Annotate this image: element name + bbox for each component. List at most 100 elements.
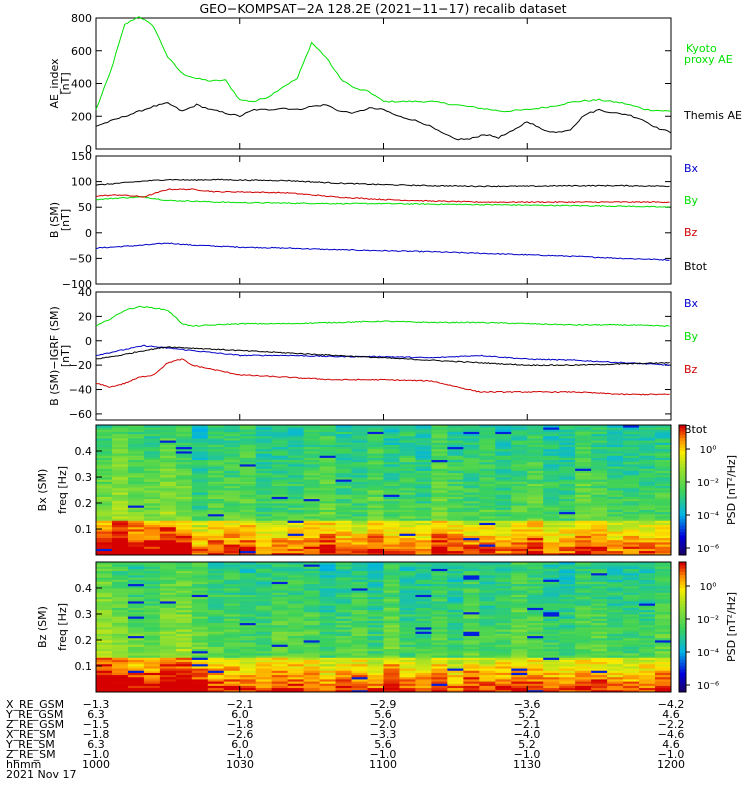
- spectrogram-cell: [415, 570, 432, 574]
- spectrogram-cell: [399, 470, 416, 474]
- spectrogram-cell: [575, 579, 592, 582]
- spectrogram-cell: [111, 461, 129, 465]
- spectrogram-cell: [191, 568, 209, 572]
- spectrogram-cell: [591, 646, 608, 650]
- spectrogram-cell: [639, 575, 656, 578]
- spectrogram-cell: [463, 624, 480, 628]
- spectrogram-cell: [303, 663, 321, 667]
- spectrogram-cell: [543, 544, 560, 547]
- spectrogram-cell: [143, 633, 161, 637]
- spectrogram-cell: [175, 620, 193, 624]
- spectrogram-cell: [383, 535, 400, 539]
- y-axis-label: Bz (SM): [36, 606, 49, 648]
- spectrogram-cell: [655, 487, 672, 491]
- spectrogram-cell: [607, 492, 624, 495]
- spectrogram-cell: [223, 520, 241, 523]
- spectrogram-cell: [191, 635, 209, 639]
- spectrogram-cell: [239, 609, 257, 613]
- spectrogram-cell: [255, 448, 273, 452]
- spectrogram-cell: [175, 648, 193, 652]
- spectrogram-cell: [239, 511, 257, 515]
- spectrogram-cell: [415, 511, 432, 515]
- spectrogram-cell: [447, 598, 464, 602]
- spectrogram-cell: [463, 498, 480, 502]
- spectrogram-cell: [623, 550, 640, 554]
- spectrogram-cell: [271, 581, 289, 585]
- spectrogram-cell: [479, 472, 496, 476]
- spectrogram-cell: [271, 562, 289, 565]
- spectrogram-cell: [319, 588, 336, 591]
- spectrogram-cell: [431, 446, 448, 450]
- ephemeris-row-label: Y_RE_GSM: [6, 708, 64, 721]
- spectrogram-cell: [495, 435, 512, 439]
- spectrogram-cell: [159, 659, 177, 663]
- spectrogram-cell: [559, 494, 576, 497]
- spectrogram-cell: [319, 564, 336, 567]
- spectrogram-cell: [511, 689, 528, 693]
- spectrogram-cell: [463, 670, 480, 673]
- spectrogram-cell: [463, 468, 480, 471]
- spectrogram-cell: [511, 433, 528, 437]
- spectrogram-cell: [207, 631, 225, 634]
- spectrogram-cell: [191, 529, 209, 532]
- spectrogram-cell: [111, 685, 129, 689]
- spectrogram-cell: [431, 468, 448, 471]
- spectrogram-cell: [527, 564, 544, 567]
- spectrogram-cell: [415, 509, 432, 513]
- spectrogram-cell: [351, 568, 368, 572]
- spectrogram-cell: [143, 562, 161, 565]
- spectrogram-cell: [191, 442, 209, 445]
- spectrogram-cell: [255, 644, 273, 647]
- spectrogram-cell: [527, 435, 544, 439]
- spectrogram-cell: [399, 520, 416, 523]
- spectrogram-cell: [351, 483, 368, 487]
- spectrogram-cell: [463, 490, 480, 493]
- y-axis-label: freq [Hz]: [56, 603, 69, 651]
- spectrogram-cell: [175, 685, 193, 689]
- spectrogram-cell: [111, 577, 129, 580]
- spectrogram-cell: [399, 533, 416, 536]
- spectrogram-cell: [591, 577, 608, 580]
- spectrogram-cell: [255, 470, 273, 474]
- spectrogram-cell: [543, 657, 560, 660]
- ephemeris-value: −4.6: [657, 728, 685, 741]
- spectrogram-cell: [591, 659, 608, 663]
- spectrogram-cell: [543, 618, 560, 621]
- colorbar-tick-label: 10⁻⁶: [697, 544, 719, 555]
- spectrogram-cell: [143, 544, 161, 547]
- spectrogram-cell: [431, 570, 448, 574]
- spectrogram-cell: [143, 572, 161, 576]
- spectrogram-cell: [367, 681, 384, 684]
- spectrogram-cell: [367, 472, 384, 476]
- spectrogram-cell: [447, 614, 464, 617]
- spectrogram-cell: [511, 535, 528, 539]
- spectrogram-cell: [255, 457, 273, 461]
- spectrogram-cell: [399, 472, 416, 476]
- spectrogram-cell: [367, 642, 384, 645]
- spectrogram-cell: [591, 479, 608, 482]
- ephemeris-value: 5.2: [518, 708, 536, 721]
- spectrogram-cell: [399, 644, 416, 647]
- spectrogram-cell: [383, 498, 400, 502]
- spectrogram-cell: [143, 442, 161, 445]
- spectrogram-cell: [239, 548, 257, 552]
- spectrogram-cell: [127, 629, 145, 632]
- spectrogram-cell: [543, 601, 560, 604]
- spectrogram-cell: [367, 539, 384, 543]
- spectrogram-cell: [271, 607, 289, 611]
- spectrogram-cell: [447, 657, 464, 660]
- spectrogram-cell: [335, 564, 352, 567]
- spectrogram-cell: [191, 661, 209, 665]
- spectrogram-cell: [96, 464, 113, 467]
- spectrogram-cell: [543, 596, 560, 600]
- spectrogram-cell: [287, 481, 305, 484]
- spectrogram-cell: [447, 629, 464, 632]
- spectrogram-cell: [559, 539, 576, 543]
- spectrogram-cell: [255, 679, 273, 682]
- spectrogram-cell: [207, 679, 225, 682]
- spectrogram-cell: [191, 577, 209, 580]
- spectrogram-cell: [175, 451, 193, 454]
- spectrogram-cell: [639, 605, 656, 608]
- spectrogram-cell: [575, 676, 592, 680]
- spectrogram-cell: [463, 588, 480, 591]
